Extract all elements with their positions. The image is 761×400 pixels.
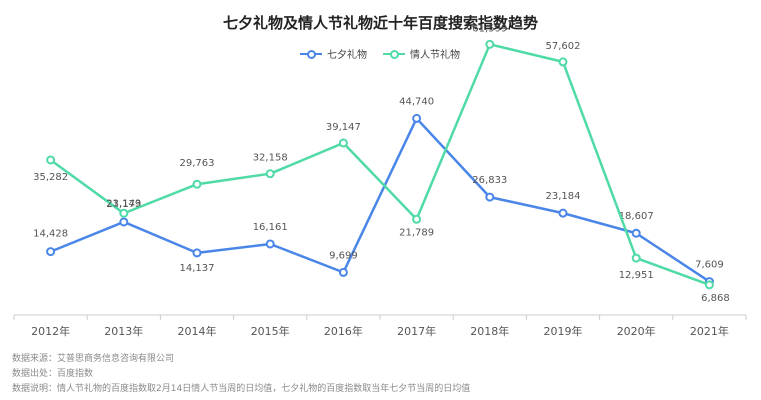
data-point [192, 248, 202, 258]
data-label: 32,158 [253, 153, 288, 164]
data-point [46, 247, 56, 257]
data-point [119, 217, 129, 227]
chart-title: 七夕礼物及情人节礼物近十年百度搜索指数趋势 [222, 14, 538, 32]
data-point [265, 169, 275, 179]
data-label: 23,143 [106, 198, 141, 209]
data-point [265, 239, 275, 249]
data-point [485, 192, 495, 202]
legend-item-valentine[interactable]: 情人节礼物 [383, 46, 460, 61]
notes: 数据来源：艾普思商务信息咨询有限公司 数据出处：百度指数 数据说明：情人节礼物的… [12, 352, 470, 397]
x-tick-label: 2017年 [397, 324, 436, 338]
data-point [631, 228, 641, 238]
x-tick-label: 2014年 [178, 324, 217, 338]
legend-label-qixi: 七夕礼物 [327, 50, 367, 61]
data-point [631, 253, 641, 263]
data-point [46, 155, 56, 165]
data-label: 29,763 [180, 158, 215, 169]
data-point [412, 113, 422, 123]
data-point [704, 280, 714, 290]
data-point [338, 138, 348, 148]
x-tick-label: 2015年 [251, 324, 290, 338]
x-tick-label: 2018年 [470, 324, 509, 338]
data-point [192, 179, 202, 189]
data-label: 57,602 [546, 41, 581, 52]
data-label: 35,282 [33, 172, 68, 183]
note-source: 数据来源：艾普思商务信息咨询有限公司 [12, 352, 470, 367]
note-origin-value: 百度指数 [57, 369, 94, 379]
note-description: 数据说明：情人节礼物的百度指数取2月14日情人节当周的日均值，七夕礼物的百度指数… [12, 382, 470, 397]
series-line-1 [49, 43, 710, 286]
series-line-0 [50, 117, 711, 283]
data-label: 6,868 [701, 293, 730, 304]
data-label: 12,951 [619, 270, 654, 281]
legend-swatch-qixi [300, 49, 322, 59]
data-label: 23,184 [546, 191, 581, 202]
legend: 七夕礼物 情人节礼物 [300, 46, 460, 61]
data-point [338, 267, 348, 277]
data-label: 18,607 [619, 211, 654, 222]
data-point [558, 208, 568, 218]
data-label: 39,147 [326, 122, 361, 133]
data-label: 44,740 [399, 96, 434, 107]
data-label: 21,179 [106, 199, 141, 210]
legend-label-valentine: 情人节礼物 [410, 50, 460, 61]
data-point [485, 39, 495, 49]
data-label: 7,609 [695, 260, 724, 271]
data-label: 14,428 [33, 229, 68, 240]
data-label: 16,161 [253, 222, 288, 233]
data-point [119, 208, 129, 218]
data-label: 21,789 [399, 227, 434, 238]
note-source-value: 艾普思商务信息咨询有限公司 [57, 354, 175, 364]
note-origin-label: 数据出处： [12, 369, 58, 379]
data-point [412, 214, 422, 224]
x-tick-label: 2013年 [104, 324, 143, 338]
note-source-label: 数据来源： [12, 354, 58, 364]
legend-swatch-valentine [383, 49, 405, 59]
legend-item-qixi[interactable]: 七夕礼物 [300, 46, 367, 61]
note-desc-label: 数据说明： [12, 384, 58, 394]
x-tick-label: 2020年 [617, 324, 656, 338]
x-tick-label: 2016年 [324, 324, 363, 338]
data-label: 9,699 [329, 250, 358, 261]
x-tick-label: 2021年 [690, 324, 729, 338]
x-tick-label: 2012年 [31, 324, 70, 338]
data-label: 61,599 [472, 23, 507, 34]
data-label: 26,833 [472, 175, 507, 186]
x-tick-label: 2019年 [544, 324, 583, 338]
note-origin: 数据出处：百度指数 [12, 367, 470, 382]
data-label: 14,137 [180, 263, 215, 274]
note-desc-value: 情人节礼物的百度指数取2月14日情人节当周的日均值，七夕礼物的百度指数取当年七夕… [57, 384, 471, 394]
data-point [558, 57, 568, 67]
